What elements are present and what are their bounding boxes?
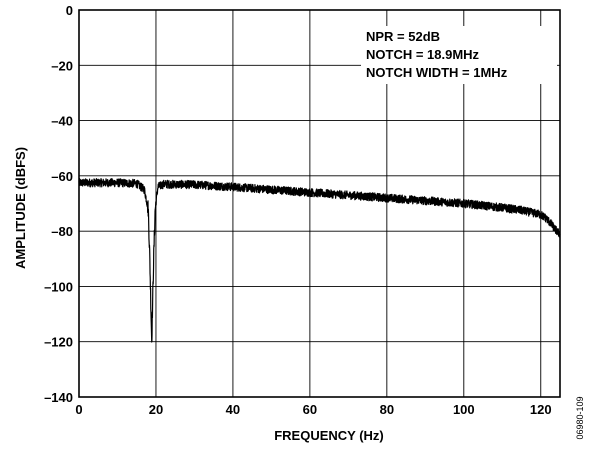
y-axis-title: AMPLITUDE (dBFS) [13, 147, 28, 269]
x-tick-label-6: 120 [530, 402, 552, 417]
x-tick-label-2: 40 [226, 402, 240, 417]
x-axis-ticks: 0 20 40 60 80 100 120 [75, 402, 551, 417]
y-tick-label-4: –80 [51, 224, 73, 239]
figure-id: 06980-109 [575, 396, 585, 439]
y-tick-label-1: –20 [51, 58, 73, 73]
y-tick-label-6: –120 [44, 335, 73, 350]
y-tick-label-5: –100 [44, 279, 73, 294]
y-axis-ticks: 0 –20 –40 –60 –80 –100 –120 –140 [44, 3, 73, 405]
x-tick-label-4: 80 [380, 402, 394, 417]
y-tick-label-3: –60 [51, 169, 73, 184]
annotation-notch: NOTCH = 18.9MHz [366, 47, 480, 62]
annotation-box [361, 26, 557, 84]
annotation-npr: NPR = 52dB [366, 29, 440, 44]
series-amplitude-trace [78, 178, 561, 343]
series-line-amplitude [78, 178, 561, 343]
x-tick-label-0: 0 [75, 402, 82, 417]
y-tick-label-2: –40 [51, 114, 73, 129]
x-tick-label-3: 60 [303, 402, 317, 417]
x-tick-label-1: 20 [149, 402, 163, 417]
plot-frame [78, 9, 561, 398]
y-tick-label-7: –140 [44, 390, 73, 405]
x-axis-title: FREQUENCY (Hz) [274, 428, 384, 443]
annotation-notch-width: NOTCH WIDTH = 1MHz [366, 65, 508, 80]
y-tick-label-0: 0 [66, 3, 73, 18]
x-tick-label-5: 100 [453, 402, 475, 417]
